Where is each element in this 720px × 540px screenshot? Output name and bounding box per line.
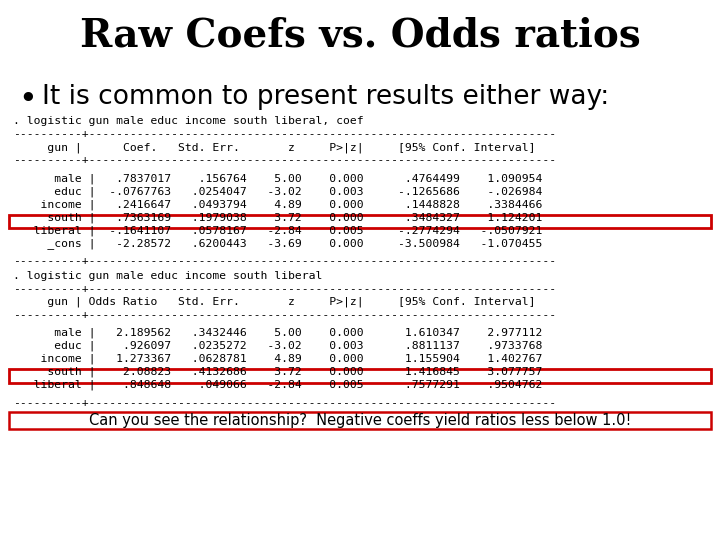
Text: ----------+--------------------------------------------------------------------: ----------+-----------------------------… [13, 284, 556, 294]
Text: . logistic gun male educ income south liberal, coef: . logistic gun male educ income south li… [13, 116, 364, 126]
Text: . logistic gun male educ income south liberal: . logistic gun male educ income south li… [13, 271, 323, 281]
Text: gun | Odds Ratio   Std. Err.       z     P>|z|     [95% Conf. Interval]: gun | Odds Ratio Std. Err. z P>|z| [95% … [13, 297, 536, 307]
Text: income |   .2416647   .0493794    4.89    0.000      .1448828    .3384466: income | .2416647 .0493794 4.89 0.000 .1… [13, 199, 542, 210]
Text: ----------+--------------------------------------------------------------------: ----------+-----------------------------… [13, 155, 556, 165]
Text: educ |    .926097   .0235272   -3.02    0.003      .8811137    .9733768: educ | .926097 .0235272 -3.02 0.003 .881… [13, 341, 542, 352]
Bar [9, 369, 711, 383]
Text: Raw Coefs vs. Odds ratios: Raw Coefs vs. Odds ratios [80, 16, 640, 54]
Bar [9, 214, 711, 228]
Text: liberal |  -.1641107   .0578167   -2.84    0.005     -.2774294   -.0507921: liberal | -.1641107 .0578167 -2.84 0.005… [13, 225, 542, 236]
Text: male |   .7837017    .156764    5.00    0.000      .4764499    1.090954: male | .7837017 .156764 5.00 0.000 .4764… [13, 173, 542, 184]
Text: ----------+--------------------------------------------------------------------: ----------+-----------------------------… [13, 398, 556, 408]
Text: •: • [18, 84, 37, 114]
Text: _cons |   -2.28572   .6200443   -3.69    0.000     -3.500984   -1.070455: _cons | -2.28572 .6200443 -3.69 0.000 -3… [13, 238, 542, 249]
Text: south |    2.08823   .4132686    3.72    0.000      1.416845    3.077757: south | 2.08823 .4132686 3.72 0.000 1.41… [13, 367, 542, 377]
Text: south |   .7363169   .1979038    3.72    0.000      .3484327    1.124201: south | .7363169 .1979038 3.72 0.000 .34… [13, 212, 542, 223]
Text: liberal |    .848648    .049066   -2.84    0.005      .7577291    .9504762: liberal | .848648 .049066 -2.84 0.005 .7… [13, 380, 542, 390]
Text: educ |  -.0767763   .0254047   -3.02    0.003     -.1265686    -.026984: educ | -.0767763 .0254047 -3.02 0.003 -.… [13, 186, 542, 197]
Text: income |   1.273367   .0628781    4.89    0.000      1.155904    1.402767: income | 1.273367 .0628781 4.89 0.000 1.… [13, 354, 542, 364]
Text: It is common to present results either way:: It is common to present results either w… [42, 84, 609, 110]
Text: gun |      Coef.   Std. Err.       z     P>|z|     [95% Conf. Interval]: gun | Coef. Std. Err. z P>|z| [95% Conf.… [13, 142, 536, 153]
Text: ----------+--------------------------------------------------------------------: ----------+-----------------------------… [13, 129, 556, 139]
Bar [9, 413, 711, 429]
Text: ----------+--------------------------------------------------------------------: ----------+-----------------------------… [13, 310, 556, 320]
Text: ----------+--------------------------------------------------------------------: ----------+-----------------------------… [13, 256, 556, 267]
Text: male |   2.189562   .3432446    5.00    0.000      1.610347    2.977112: male | 2.189562 .3432446 5.00 0.000 1.61… [13, 328, 542, 339]
Text: Can you see the relationship?  Negative coeffs yield ratios less below 1.0!: Can you see the relationship? Negative c… [89, 413, 631, 428]
